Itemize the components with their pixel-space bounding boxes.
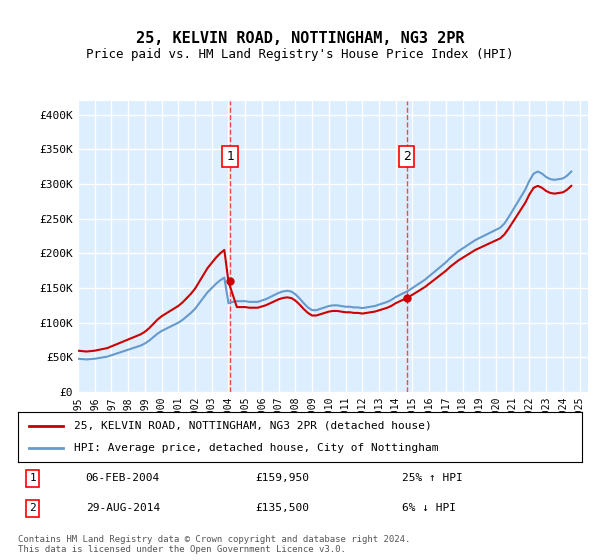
Text: HPI: Average price, detached house, City of Nottingham: HPI: Average price, detached house, City…	[74, 443, 439, 453]
Text: 6% ↓ HPI: 6% ↓ HPI	[401, 503, 455, 514]
Text: 25, KELVIN ROAD, NOTTINGHAM, NG3 2PR: 25, KELVIN ROAD, NOTTINGHAM, NG3 2PR	[136, 31, 464, 46]
Text: 1: 1	[226, 150, 234, 163]
Text: 25% ↑ HPI: 25% ↑ HPI	[401, 473, 462, 483]
Text: 29-AUG-2014: 29-AUG-2014	[86, 503, 160, 514]
Text: Contains HM Land Registry data © Crown copyright and database right 2024.
This d: Contains HM Land Registry data © Crown c…	[18, 535, 410, 554]
Text: £159,950: £159,950	[255, 473, 309, 483]
Text: 2: 2	[29, 503, 36, 514]
Text: £135,500: £135,500	[255, 503, 309, 514]
Text: 2: 2	[403, 150, 410, 163]
Text: Price paid vs. HM Land Registry's House Price Index (HPI): Price paid vs. HM Land Registry's House …	[86, 48, 514, 60]
Text: 1: 1	[29, 473, 36, 483]
Text: 25, KELVIN ROAD, NOTTINGHAM, NG3 2PR (detached house): 25, KELVIN ROAD, NOTTINGHAM, NG3 2PR (de…	[74, 421, 432, 431]
Text: 06-FEB-2004: 06-FEB-2004	[86, 473, 160, 483]
